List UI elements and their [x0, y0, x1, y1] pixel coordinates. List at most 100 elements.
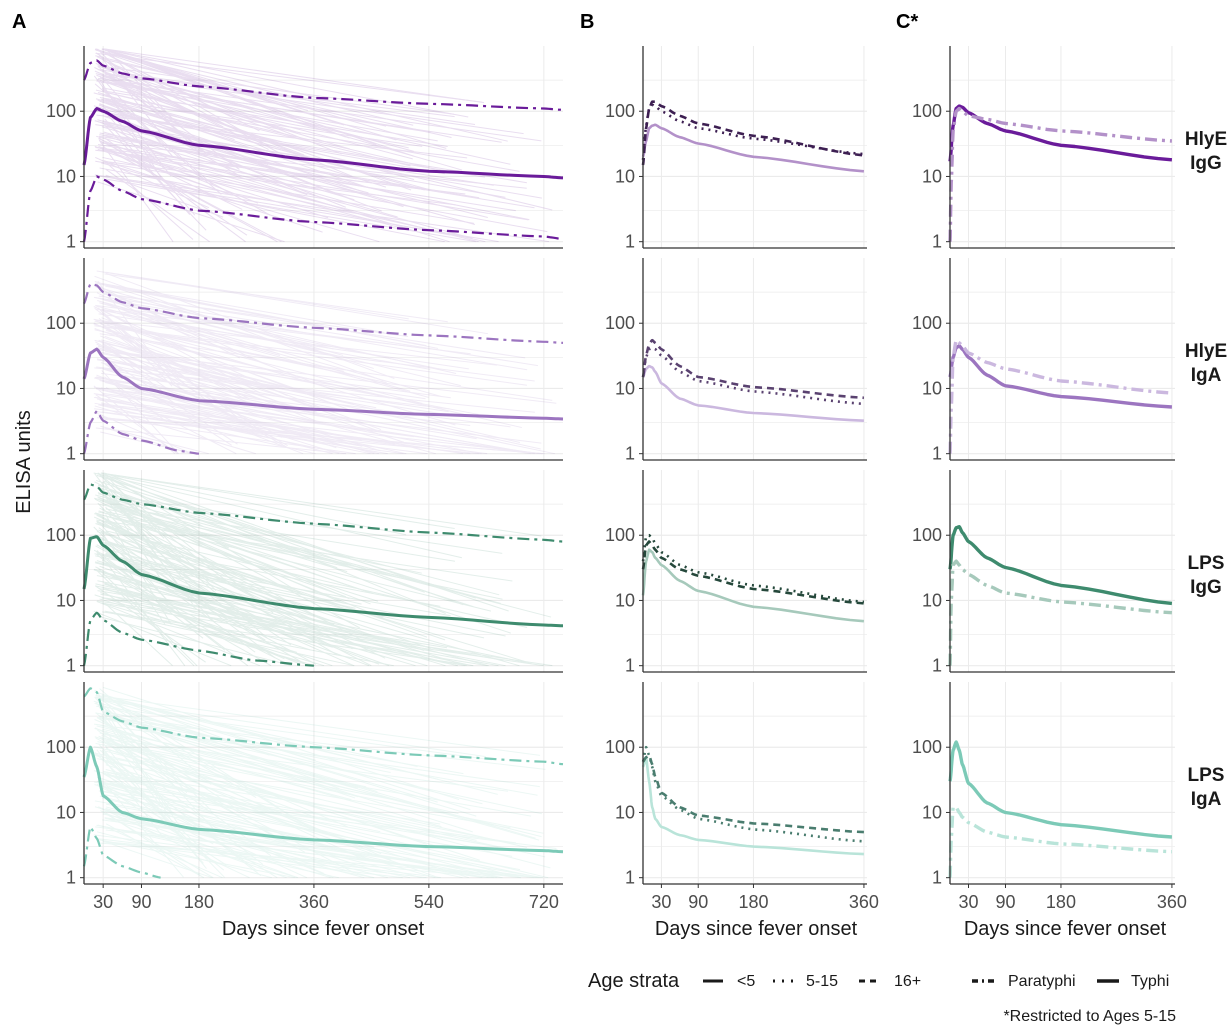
y-tick-label: 1: [66, 444, 76, 464]
y-tick-label: 1: [66, 656, 76, 676]
series-line-16: [641, 540, 865, 605]
individual-trajectory: [100, 592, 298, 653]
individual-trajectory: [93, 834, 441, 879]
individual-trajectory: [93, 754, 511, 829]
individual-trajectory: [97, 824, 339, 879]
individual-trajectories: [93, 270, 557, 455]
series-line-lower: [82, 611, 314, 667]
individual-trajectory: [102, 142, 336, 207]
legend-label-typhi: Typhi: [1131, 973, 1169, 990]
individual-trajectory: [94, 377, 375, 455]
individual-trajectory: [98, 497, 348, 573]
individual-trajectory: [103, 515, 492, 612]
individual-trajectory: [99, 325, 247, 400]
individual-trajectory: [96, 780, 489, 846]
individual-trajectory: [95, 341, 287, 448]
individual-trajectory: [99, 97, 520, 172]
individual-trajectory: [96, 80, 502, 143]
individual-trajectory: [94, 498, 363, 641]
individual-trajectory: [101, 126, 355, 201]
individual-trajectory: [105, 773, 507, 850]
individual-trajectory: [94, 719, 348, 828]
individual-trajectory: [96, 374, 304, 455]
individual-trajectory: [105, 823, 205, 879]
series-line-paratyphi: [948, 338, 1173, 454]
individual-trajectory: [97, 149, 548, 233]
facet-B-hlye_igg: 1 10 100: [605, 46, 867, 252]
individual-trajectory: [104, 137, 246, 243]
individual-trajectory: [96, 824, 375, 879]
individual-trajectory: [93, 700, 477, 817]
individual-trajectory: [105, 771, 278, 879]
individual-trajectory: [103, 345, 264, 409]
individual-trajectory: [93, 318, 365, 379]
individual-trajectory: [99, 416, 356, 455]
y-tick-label: 100: [46, 313, 76, 333]
individual-trajectory: [105, 488, 162, 555]
individual-trajectory: [97, 487, 360, 629]
individual-trajectory: [99, 565, 370, 667]
individual-trajectory: [101, 523, 428, 638]
individual-trajectory: [102, 353, 377, 409]
individual-trajectory: [94, 339, 322, 397]
series-line-typhi: [948, 104, 1173, 162]
y-tick-label: 10: [56, 802, 76, 822]
individual-trajectory: [94, 83, 222, 195]
individual-trajectory: [98, 388, 353, 445]
individual-trajectory: [97, 567, 198, 667]
individual-trajectory: [99, 333, 553, 401]
individual-trajectory: [104, 705, 212, 811]
individual-trajectory: [97, 417, 543, 455]
individual-trajectory: [101, 749, 262, 877]
individual-trajectory: [98, 146, 329, 219]
individual-trajectory: [93, 526, 180, 613]
individual-trajectory: [96, 552, 249, 667]
individual-trajectory: [95, 393, 333, 455]
individual-trajectory: [100, 602, 488, 667]
individual-trajectory: [104, 48, 485, 104]
series-line-upper: [83, 687, 564, 766]
individual-trajectory: [101, 709, 483, 805]
individual-trajectory: [98, 317, 261, 431]
x-tick-label: 360: [1157, 892, 1187, 912]
individual-trajectory: [93, 393, 415, 438]
individual-trajectory: [95, 555, 485, 639]
individual-trajectory: [98, 527, 276, 659]
individual-trajectory: [97, 68, 476, 125]
individual-trajectory: [97, 73, 350, 150]
individual-trajectory: [94, 320, 387, 384]
y-tick-label: 10: [922, 378, 942, 398]
individual-trajectory: [103, 583, 333, 648]
individual-trajectory: [96, 554, 204, 639]
individual-trajectory: [96, 114, 468, 159]
individual-trajectory: [104, 541, 441, 607]
individual-trajectory: [95, 157, 210, 209]
series-line-upper: [83, 483, 564, 543]
individual-trajectory: [98, 521, 169, 602]
individual-trajectory: [100, 76, 174, 158]
individual-trajectory: [100, 593, 499, 667]
individual-trajectory: [99, 302, 411, 392]
individual-trajectory: [96, 49, 414, 126]
individual-trajectory: [98, 313, 469, 370]
individual-trajectory: [99, 724, 359, 798]
individual-trajectory: [104, 782, 436, 879]
individual-trajectory: [96, 600, 261, 667]
individual-trajectory: [99, 399, 396, 445]
individual-trajectory: [105, 91, 439, 171]
individual-trajectory: [100, 783, 381, 873]
individual-trajectory: [94, 318, 218, 402]
legend: Age strata <5 5-15 16+ Paratyphi Typhi: [588, 970, 1169, 992]
individual-trajectory: [100, 142, 527, 189]
individual-trajectory: [98, 839, 296, 879]
individual-trajectory: [105, 81, 431, 133]
individual-trajectory: [104, 826, 223, 879]
individual-trajectory: [94, 513, 503, 600]
individual-trajectory: [103, 292, 526, 359]
individual-trajectory: [103, 771, 441, 825]
individual-trajectory: [98, 529, 312, 629]
individual-trajectory: [93, 770, 502, 879]
individual-trajectory: [103, 481, 187, 598]
individual-trajectory: [104, 553, 336, 623]
y-tick-label: 1: [625, 232, 635, 252]
